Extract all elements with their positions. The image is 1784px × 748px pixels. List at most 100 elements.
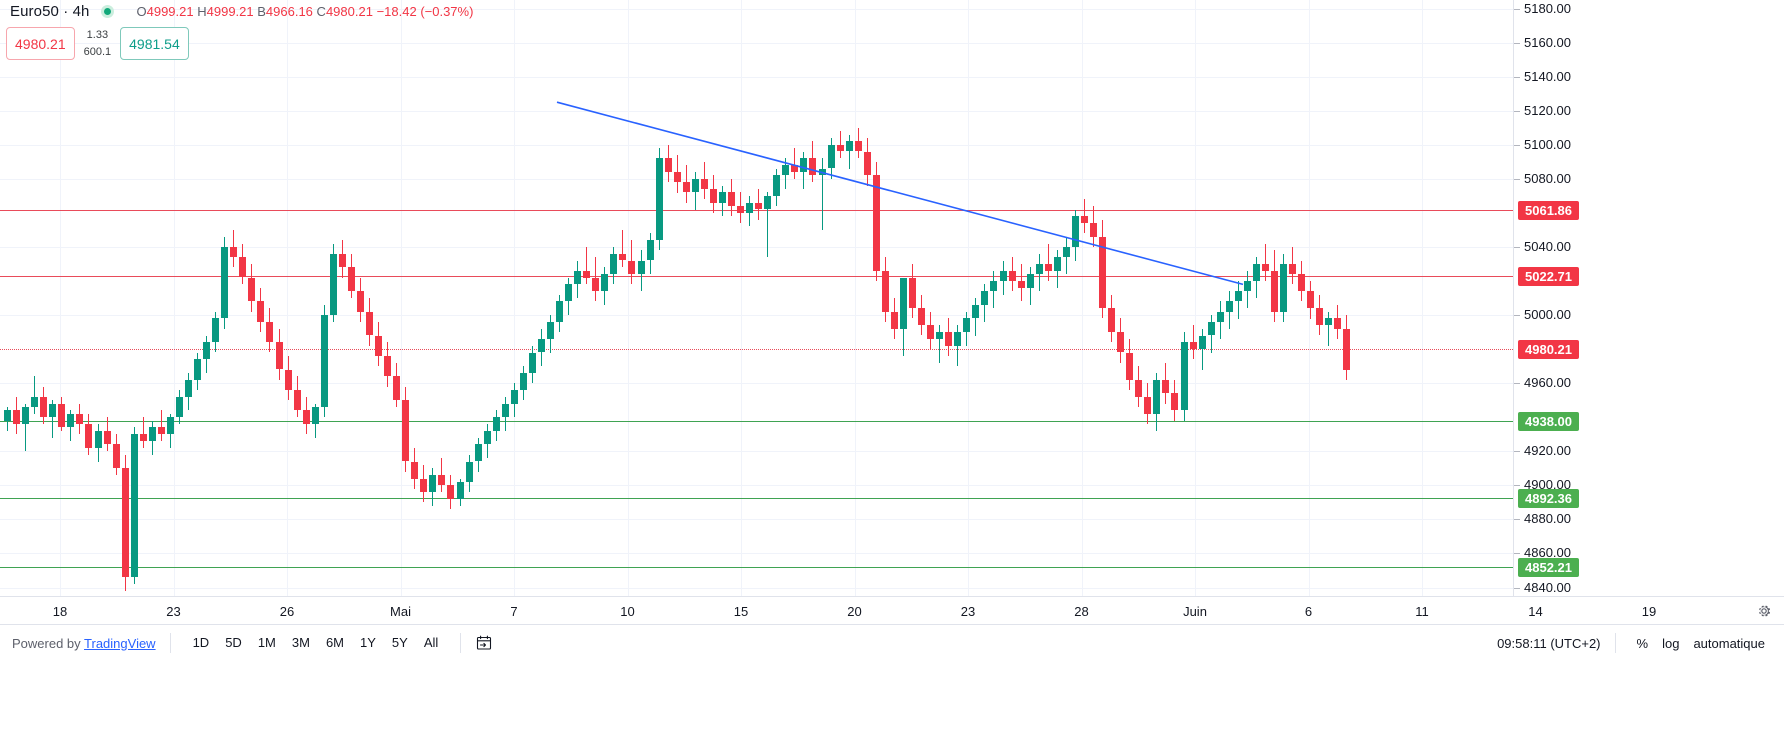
time-tick-label: 11: [1415, 604, 1429, 619]
tick-dash: [1514, 587, 1520, 589]
gridline-horizontal: [0, 553, 1513, 555]
gridline-horizontal: [0, 587, 1513, 589]
quote-badges: 4980.21 1.33 600.1 4981.54: [6, 27, 189, 60]
gridline-horizontal: [0, 8, 1513, 10]
price-level-label[interactable]: 4980.21: [1518, 339, 1579, 359]
price-tick-label: 4840.00: [1514, 580, 1571, 595]
time-tick-label: Mai: [390, 604, 411, 619]
gridline-horizontal: [0, 42, 1513, 44]
level-line-support[interactable]: [0, 566, 1513, 568]
price-axis[interactable]: 5180.00 5160.00 5140.00 5120.00 5100.00 5080.…: [1513, 0, 1784, 596]
toolbar-divider-1: [169, 633, 171, 653]
gridline-vertical: [287, 0, 288, 596]
ohlc-close-label: C: [316, 3, 326, 19]
price-tick-label: 5140.00: [1514, 69, 1571, 84]
tick-dash: [1514, 8, 1520, 10]
gridline-vertical: [627, 0, 629, 596]
time-tick-label: 28: [1074, 604, 1089, 619]
price-level-label[interactable]: 4938.00: [1518, 411, 1579, 431]
tick-dash: [1514, 451, 1520, 453]
gridline-horizontal: [0, 76, 1513, 78]
price-level-label[interactable]: 4892.36: [1518, 489, 1579, 509]
ohlc-change: −18.42: [376, 3, 417, 19]
price-tick-label: 5000.00: [1514, 307, 1571, 322]
time-tick-label: 23: [166, 604, 181, 619]
range-button-1d[interactable]: 1D: [192, 635, 210, 650]
ohlc-change-percent: (−0.37%): [420, 3, 474, 19]
volume-value: 600.1: [83, 45, 112, 58]
level-line-support[interactable]: [0, 420, 1513, 422]
tick-dash: [1514, 76, 1520, 78]
ask-price-badge[interactable]: 4981.54: [120, 27, 189, 60]
time-tick-label: 7: [510, 604, 518, 619]
time-tick-label: 19: [1641, 604, 1657, 619]
percent-scale-button[interactable]: %: [1636, 635, 1649, 651]
toolbar-divider-3: [1614, 633, 1616, 653]
range-button-1y[interactable]: 1Y: [360, 635, 376, 650]
toolbar-divider-2: [460, 633, 462, 653]
ohlc-open-value: 4999.21: [146, 3, 194, 19]
range-button-6m[interactable]: 6M: [325, 635, 345, 650]
time-tick-label: 14: [1528, 604, 1543, 619]
gridline-vertical: [741, 0, 742, 596]
ohlc-low-label: B: [257, 3, 266, 19]
time-tick-label: 15: [733, 604, 749, 619]
gridline-horizontal: [0, 519, 1513, 521]
ohlc-close-value: 4980.21: [325, 3, 373, 19]
price-tick-label: 5040.00: [1514, 239, 1571, 254]
market-open-dot-icon: [101, 4, 115, 18]
clock-label: 09:58:11 (UTC+2): [1497, 635, 1601, 651]
gridline-vertical: [1195, 0, 1196, 596]
calendar-icon[interactable]: [475, 634, 493, 652]
range-button-1m[interactable]: 1M: [257, 635, 276, 650]
tick-dash: [1514, 144, 1520, 146]
auto-scale-button[interactable]: automatique: [1693, 635, 1765, 651]
price-tick-label: 5160.00: [1514, 35, 1571, 50]
range-button-3m[interactable]: 3M: [291, 635, 310, 650]
price-tick-label: 5100.00: [1514, 137, 1571, 152]
ohlc-legend: O4999.21 H4999.21 B4966.16 C4980.21 −18.…: [136, 4, 473, 19]
time-axis[interactable]: 18 23 26 Mai 7 10 15 20 23 28 Juin 6 11 14 19: [0, 596, 1784, 624]
time-tick-label: Juin: [1183, 604, 1207, 619]
price-tick-label: 4880.00: [1514, 511, 1571, 526]
gridline-vertical: [968, 0, 969, 596]
bid-price-badge[interactable]: 4980.21: [6, 27, 75, 60]
ohlc-high-value: 4999.21: [206, 3, 254, 19]
time-tick-label: 6: [1304, 604, 1313, 619]
time-tick-label: 10: [620, 604, 635, 619]
tick-dash: [1514, 178, 1520, 180]
price-tick-label: 5080.00: [1514, 171, 1571, 186]
log-scale-button[interactable]: log: [1662, 635, 1680, 651]
tick-dash: [1514, 553, 1520, 555]
chart-plot-area[interactable]: [0, 0, 1650, 596]
price-tick-label: 5180.00: [1514, 1, 1571, 16]
ohlc-low-value: 4966.16: [265, 3, 313, 19]
gridline-vertical: [1081, 0, 1083, 596]
powered-by-label: Powered by TradingView: [12, 636, 156, 651]
range-button-5d[interactable]: 5D: [225, 635, 242, 650]
gridline-vertical: [173, 0, 175, 596]
gear-icon[interactable]: [1756, 603, 1772, 619]
gridline-vertical: [60, 0, 61, 596]
ohlc-high-label: H: [197, 3, 207, 19]
time-tick-label: 18: [52, 604, 68, 619]
range-button-all[interactable]: All: [423, 635, 439, 650]
level-line-last-price[interactable]: [0, 348, 1513, 350]
price-level-label[interactable]: 5022.71: [1518, 267, 1579, 287]
price-level-label[interactable]: 4852.21: [1518, 557, 1579, 577]
chart-header: Euro50 · 4h O4999.21 H4999.21 B4966.16 C…: [0, 0, 1784, 22]
spread-value: 1.33: [86, 29, 109, 41]
price-level-label[interactable]: 5061.86: [1518, 200, 1579, 220]
symbol-title[interactable]: Euro50 · 4h: [10, 2, 90, 20]
gridline-horizontal: [0, 451, 1513, 453]
level-line-support[interactable]: [0, 498, 1513, 500]
gridline-vertical: [1422, 0, 1423, 596]
gridline-vertical: [514, 0, 515, 596]
gridline-vertical: [854, 0, 856, 596]
time-tick-label: 20: [847, 604, 862, 619]
tick-dash: [1514, 519, 1520, 521]
range-button-5y[interactable]: 5Y: [391, 635, 408, 650]
price-tick-label: 4960.00: [1514, 375, 1571, 390]
tradingview-link[interactable]: TradingView: [84, 635, 156, 651]
